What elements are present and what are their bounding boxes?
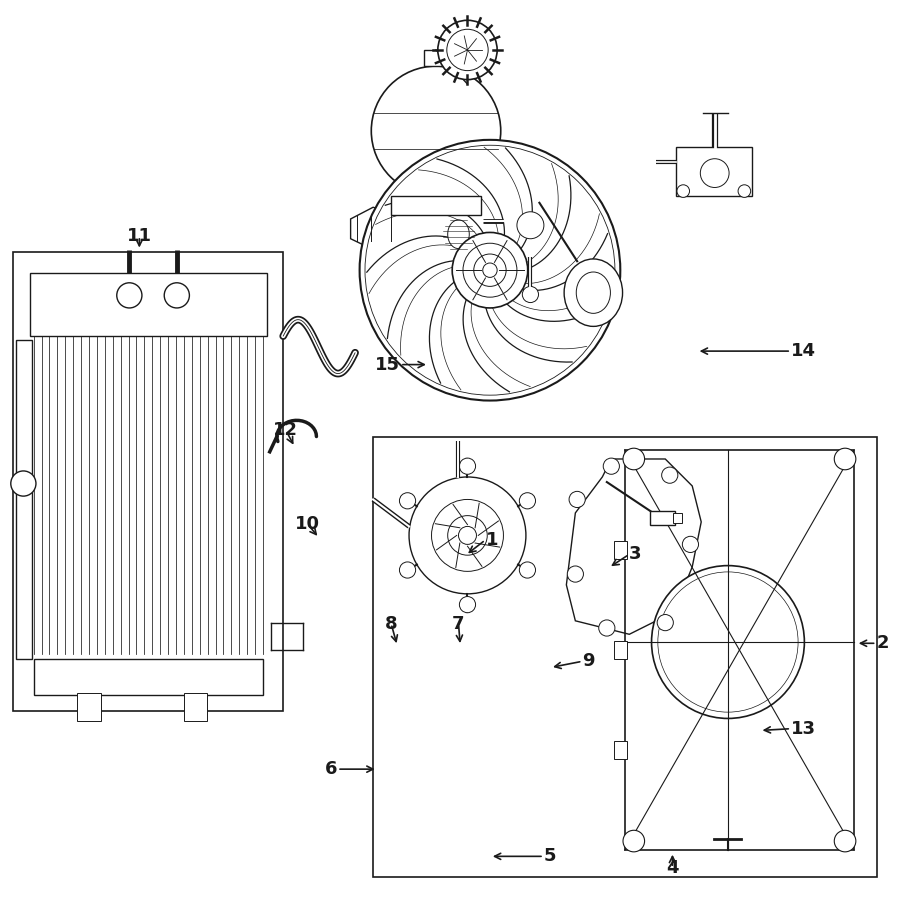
Circle shape xyxy=(448,516,487,555)
Circle shape xyxy=(603,458,619,474)
Circle shape xyxy=(458,526,476,544)
Circle shape xyxy=(474,254,506,286)
Text: 2: 2 xyxy=(877,634,889,652)
Bar xyxy=(614,541,627,559)
Polygon shape xyxy=(519,214,608,291)
Circle shape xyxy=(567,566,583,582)
Text: 15: 15 xyxy=(375,356,400,373)
Circle shape xyxy=(360,140,620,401)
Circle shape xyxy=(623,448,645,470)
Text: 12: 12 xyxy=(273,421,298,439)
Text: 7: 7 xyxy=(452,615,465,633)
Bar xyxy=(614,741,627,759)
Polygon shape xyxy=(463,296,530,392)
Circle shape xyxy=(522,286,539,302)
Polygon shape xyxy=(367,236,467,293)
Polygon shape xyxy=(351,207,405,249)
Circle shape xyxy=(459,458,476,474)
Circle shape xyxy=(623,831,645,852)
Circle shape xyxy=(399,562,415,578)
Circle shape xyxy=(409,477,526,594)
Circle shape xyxy=(438,21,497,79)
Circle shape xyxy=(834,448,856,470)
Circle shape xyxy=(662,467,678,483)
Text: 8: 8 xyxy=(385,615,397,633)
Bar xyxy=(77,693,101,722)
Ellipse shape xyxy=(565,259,622,327)
Circle shape xyxy=(520,492,536,508)
Polygon shape xyxy=(376,200,485,238)
Polygon shape xyxy=(419,159,504,239)
Text: 13: 13 xyxy=(791,720,816,738)
Circle shape xyxy=(463,243,517,297)
Bar xyxy=(13,252,283,711)
Polygon shape xyxy=(387,261,458,356)
Bar xyxy=(30,273,267,336)
Bar xyxy=(614,641,627,659)
Circle shape xyxy=(459,597,476,613)
Text: 14: 14 xyxy=(791,342,816,360)
Bar xyxy=(503,204,562,256)
Circle shape xyxy=(432,500,503,572)
Bar xyxy=(34,659,263,695)
Circle shape xyxy=(117,283,142,308)
Bar xyxy=(184,693,208,722)
Circle shape xyxy=(447,30,488,70)
Text: 3: 3 xyxy=(629,545,642,563)
Text: 9: 9 xyxy=(583,652,595,670)
Circle shape xyxy=(11,471,36,496)
Polygon shape xyxy=(484,148,532,252)
Circle shape xyxy=(569,491,585,508)
Circle shape xyxy=(738,184,751,197)
Polygon shape xyxy=(523,164,571,270)
Circle shape xyxy=(371,66,501,195)
Text: 10: 10 xyxy=(295,515,320,533)
Bar xyxy=(673,513,682,524)
Circle shape xyxy=(483,263,497,277)
Circle shape xyxy=(834,831,856,852)
Bar xyxy=(650,511,675,526)
Bar xyxy=(391,195,481,215)
Polygon shape xyxy=(430,280,461,390)
Ellipse shape xyxy=(448,220,469,248)
Text: 11: 11 xyxy=(127,227,152,245)
Circle shape xyxy=(677,184,690,197)
Text: 1: 1 xyxy=(485,531,498,549)
Bar xyxy=(676,147,752,196)
Bar xyxy=(373,436,877,877)
Circle shape xyxy=(700,158,729,187)
Ellipse shape xyxy=(576,272,610,313)
Bar xyxy=(16,340,32,659)
Polygon shape xyxy=(485,304,587,362)
Text: 5: 5 xyxy=(544,847,556,865)
Circle shape xyxy=(452,232,528,308)
Text: 4: 4 xyxy=(666,859,679,877)
Ellipse shape xyxy=(441,212,476,256)
Circle shape xyxy=(365,145,615,395)
Circle shape xyxy=(652,565,805,718)
Polygon shape xyxy=(424,50,448,66)
Circle shape xyxy=(399,492,415,508)
Circle shape xyxy=(658,572,798,712)
Circle shape xyxy=(599,620,615,636)
Circle shape xyxy=(682,536,699,553)
Circle shape xyxy=(165,283,190,308)
Polygon shape xyxy=(504,282,612,321)
Circle shape xyxy=(657,615,673,631)
Circle shape xyxy=(520,562,536,578)
Circle shape xyxy=(517,212,544,239)
Text: 6: 6 xyxy=(325,760,337,778)
